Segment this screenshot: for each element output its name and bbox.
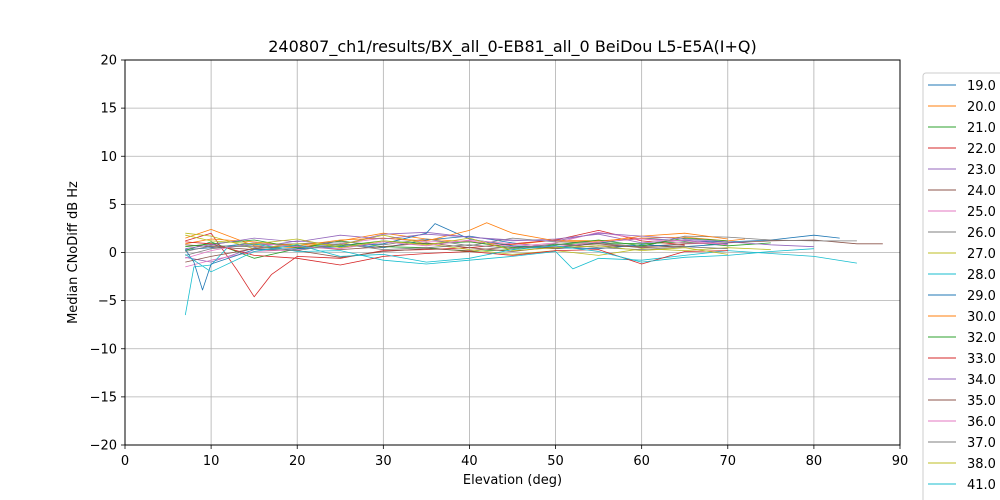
legend-label: 38.0 bbox=[967, 457, 996, 472]
x-tick-label: 20 bbox=[289, 454, 306, 469]
grid bbox=[124, 59, 901, 446]
y-tick-label: −20 bbox=[90, 439, 117, 454]
legend-frame bbox=[922, 72, 1000, 500]
legend-label: 30.0 bbox=[967, 310, 996, 325]
x-tick-label: 30 bbox=[375, 454, 392, 469]
legend-label: 23.0 bbox=[967, 163, 996, 178]
plot-area bbox=[184, 222, 883, 316]
legend-label: 19.0 bbox=[967, 79, 996, 94]
y-tick-label: 5 bbox=[109, 198, 117, 213]
legend-label: 33.0 bbox=[967, 352, 996, 367]
x-tick-label: 10 bbox=[203, 454, 220, 469]
x-tick-label: 40 bbox=[461, 454, 478, 469]
axis-ticks: 0 10 20 30 40 50 60 70 80 90 −20 −15 −10 −5 0 5 10 15 20 bbox=[90, 54, 909, 470]
legend-label: 20.0 bbox=[967, 100, 996, 115]
series-line-22.0 bbox=[185, 229, 685, 298]
legend: 19.0 20.0 21.0 22.0 23.0 24.0 25.0 26.0 27.0 28.0… bbox=[922, 72, 1000, 500]
series-line-34.0 bbox=[185, 232, 814, 250]
legend-label: 28.0 bbox=[967, 268, 996, 283]
legend-label: 34.0 bbox=[967, 373, 996, 388]
legend-label: 27.0 bbox=[967, 247, 996, 262]
x-tick-label: 90 bbox=[892, 454, 909, 469]
series-line-30.0 bbox=[185, 222, 728, 247]
y-axis-label: Median CNoDiff dB Hz bbox=[66, 181, 81, 324]
legend-label: 35.0 bbox=[967, 394, 996, 409]
x-tick-label: 80 bbox=[806, 454, 823, 469]
chart-title: 240807_ch1/results/BX_all_0-EB81_all_0 B… bbox=[268, 37, 756, 57]
y-tick-label: 0 bbox=[109, 246, 117, 261]
series-line-23.0 bbox=[185, 231, 728, 263]
legend-label: 21.0 bbox=[967, 121, 996, 136]
series-line-27.0 bbox=[185, 232, 771, 256]
y-tick-label: −10 bbox=[90, 342, 117, 357]
legend-label: 25.0 bbox=[967, 205, 996, 220]
legend-label: 24.0 bbox=[967, 184, 996, 199]
legend-label: 37.0 bbox=[967, 436, 996, 451]
x-tick-label: 60 bbox=[633, 454, 650, 469]
legend-label: 22.0 bbox=[967, 142, 996, 157]
series-line-33.0 bbox=[185, 241, 728, 266]
y-tick-label: 20 bbox=[100, 54, 117, 69]
y-tick-label: −5 bbox=[98, 294, 117, 309]
x-tick-label: 70 bbox=[720, 454, 737, 469]
legend-label: 36.0 bbox=[967, 415, 996, 430]
series-line-38.0 bbox=[185, 234, 728, 255]
series-line-41.0 bbox=[185, 244, 814, 273]
series-line-35.0 bbox=[185, 242, 685, 263]
series-line-37.0 bbox=[185, 243, 728, 252]
legend-label: 26.0 bbox=[967, 226, 996, 241]
legend-label: 41.0 bbox=[967, 478, 996, 493]
y-tick-label: 15 bbox=[100, 102, 117, 117]
legend-label: 29.0 bbox=[967, 289, 996, 304]
x-tick-label: 0 bbox=[121, 454, 129, 469]
y-tick-label: −15 bbox=[90, 390, 117, 405]
x-tick-label: 50 bbox=[547, 454, 564, 469]
y-tick-label: 10 bbox=[100, 150, 117, 165]
series-line-36.0 bbox=[185, 238, 728, 259]
legend-label: 32.0 bbox=[967, 331, 996, 346]
x-axis-label: Elevation (deg) bbox=[463, 473, 562, 488]
